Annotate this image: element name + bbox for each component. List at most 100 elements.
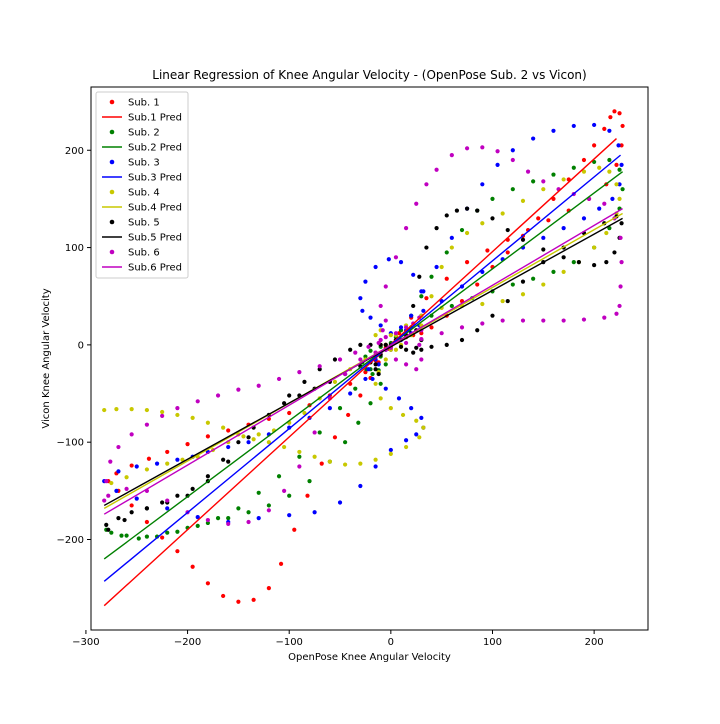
scatter-point (276, 474, 282, 479)
scatter-point (520, 198, 526, 203)
legend-label: Sub. 1 (128, 98, 160, 109)
scatter-point (612, 109, 617, 114)
scatter-point (414, 345, 419, 350)
x-tick-label: 0 (388, 637, 394, 648)
scatter-point (604, 230, 609, 236)
scatter-point (409, 313, 414, 318)
scatter-point (417, 274, 422, 279)
legend-marker (109, 249, 115, 255)
scatter-point (116, 469, 121, 474)
scatter-point (104, 479, 109, 484)
scatter-point (221, 457, 226, 462)
legend-marker (109, 159, 115, 165)
scatter-point (617, 196, 622, 202)
scatter-point (251, 597, 256, 602)
scatter-point (332, 357, 338, 362)
scatter-point (619, 143, 624, 148)
scatter-point (256, 432, 261, 437)
scatter-point (561, 255, 566, 260)
scatter-point (146, 456, 152, 461)
scatter-point (444, 342, 449, 347)
scatter-point (541, 235, 546, 240)
scatter-point (205, 474, 210, 479)
x-tick-label: 100 (483, 637, 502, 648)
scatter-point (287, 513, 292, 518)
scatter-point (109, 530, 114, 535)
scatter-point (241, 434, 246, 439)
scatter-point (421, 425, 426, 430)
scatter-point (378, 381, 383, 386)
scatter-point (386, 257, 391, 262)
scatter-point (388, 333, 393, 338)
scatter-point (417, 342, 422, 347)
scatter-point (363, 279, 368, 284)
scatter-point (236, 387, 241, 392)
scatter-point (434, 226, 439, 231)
scatter-point (205, 434, 210, 439)
scatter-point (510, 157, 515, 163)
scatter-point (343, 462, 348, 467)
scatter-point (581, 169, 587, 174)
scatter-point (358, 393, 363, 398)
scatter-point (129, 503, 134, 508)
scatter-point (531, 179, 536, 184)
scatter-point (520, 318, 526, 323)
scatter-point (144, 467, 150, 472)
scatter-point (383, 334, 388, 340)
scatter-point (190, 486, 195, 491)
scatter-point (592, 143, 597, 148)
scatter-point (378, 323, 383, 328)
scatter-point (368, 315, 373, 320)
scatter-point (414, 201, 419, 206)
regression-line-sub-1-pred (103, 138, 617, 607)
scatter-point (373, 362, 378, 367)
scatter-point (619, 162, 624, 167)
scatter-point (388, 447, 393, 453)
scatter-point (597, 206, 602, 211)
scatter-point (617, 111, 622, 116)
scatter-point (221, 593, 226, 599)
scatter-point (607, 169, 612, 174)
scatter-point (332, 435, 338, 440)
scatter-point (190, 564, 195, 569)
scatter-point (561, 269, 566, 274)
scatter-point (505, 227, 510, 233)
legend-label: Sub.4 Pred (128, 203, 182, 214)
scatter-point (561, 226, 566, 231)
scatter-point (618, 284, 623, 289)
scatter-point (360, 308, 365, 313)
regression-line-sub-3-pred (103, 154, 622, 582)
scatter-point (305, 493, 310, 498)
scatter-point (312, 510, 317, 515)
scatter-point (383, 342, 388, 347)
scatter-point (282, 488, 287, 493)
scatter-point (541, 179, 546, 184)
scatter-point (383, 318, 388, 323)
scatter-point (358, 357, 363, 362)
scatter-point (195, 523, 200, 528)
scatter-point (490, 216, 495, 221)
scatter-point (337, 406, 343, 411)
scatter-point (129, 432, 134, 437)
scatter-point (312, 454, 317, 459)
legend-marker (109, 129, 115, 135)
scatter-point (449, 303, 454, 309)
scatter-point (439, 331, 444, 336)
scatter-point (444, 276, 449, 281)
scatter-point (620, 123, 625, 129)
scatter-point (525, 169, 531, 174)
scatter-point (597, 165, 602, 170)
scatter-point (610, 196, 615, 202)
scatter-point (490, 196, 495, 202)
scatter-point (205, 420, 210, 425)
x-tick-label: −200 (174, 637, 201, 648)
scatter-point (607, 157, 612, 163)
scatter-point (383, 357, 388, 362)
scatter-point (256, 383, 261, 388)
scatter-point (449, 235, 454, 240)
scatter-point (619, 221, 624, 226)
scatter-point (396, 396, 402, 401)
scatter-point (102, 407, 107, 413)
scatter-point (165, 461, 170, 466)
